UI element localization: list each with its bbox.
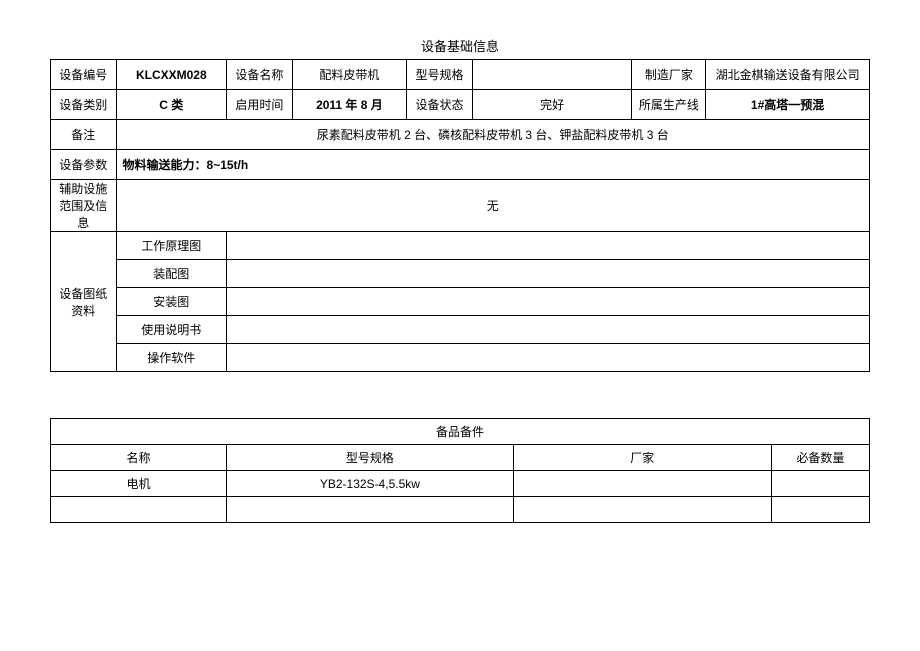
label-model-spec: 型号规格 [407,60,473,90]
label-remark: 备注 [51,120,117,150]
label-equipment-name: 设备名称 [227,60,293,90]
drawing-row-1: 设备图纸资料 工作原理图 [51,232,870,260]
label-equipment-category: 设备类别 [51,90,117,120]
value-manufacturer: 湖北金棋输送设备有限公司 [706,60,870,90]
header-qty: 必备数量 [771,445,869,471]
drawing-manual: 使用说明书 [116,316,227,344]
label-aux: 辅助设施范围及信息 [51,180,117,232]
info-row-params: 设备参数 物料输送能力：8~15t/h [51,150,870,180]
drawing-software: 操作软件 [116,344,227,372]
value-params: 物料输送能力：8~15t/h [116,150,869,180]
value-remark: 尿素配料皮带机 2 台、磷核配料皮带机 3 台、钾盐配料皮带机 3 台 [116,120,869,150]
value-equipment-status: 完好 [472,90,632,120]
equipment-info-table: 设备编号 KLCXXM028 设备名称 配料皮带机 型号规格 制造厂家 湖北金棋… [50,59,870,372]
value-equipment-no: KLCXXM028 [116,60,227,90]
label-equipment-status: 设备状态 [407,90,473,120]
spare-name-2 [51,497,227,523]
spare-maker-2 [513,497,771,523]
spare-row-1: 电机 YB2-132S-4,5.5kw [51,471,870,497]
spare-spec-2 [227,497,514,523]
spare-row-2 [51,497,870,523]
drawing-manual-value [227,316,870,344]
header-spec: 型号规格 [227,445,514,471]
spare-header-row: 名称 型号规格 厂家 必备数量 [51,445,870,471]
drawing-assembly-value [227,260,870,288]
drawing-principle: 工作原理图 [116,232,227,260]
drawing-software-value [227,344,870,372]
info-row-1: 设备编号 KLCXXM028 设备名称 配料皮带机 型号规格 制造厂家 湖北金棋… [51,60,870,90]
value-model-spec [472,60,632,90]
drawing-principle-value [227,232,870,260]
label-params: 设备参数 [51,150,117,180]
drawing-assembly: 装配图 [116,260,227,288]
spare-qty-2 [771,497,869,523]
value-equipment-category: C 类 [116,90,227,120]
value-start-date: 2011 年 8 月 [292,90,407,120]
header-name: 名称 [51,445,227,471]
value-aux: 无 [116,180,869,232]
drawing-install: 安装图 [116,288,227,316]
label-drawings: 设备图纸资料 [51,232,117,372]
label-equipment-no: 设备编号 [51,60,117,90]
drawing-row-5: 操作软件 [51,344,870,372]
header-maker: 厂家 [513,445,771,471]
drawing-row-4: 使用说明书 [51,316,870,344]
drawing-row-3: 安装图 [51,288,870,316]
spare-name-1: 电机 [51,471,227,497]
drawing-install-value [227,288,870,316]
label-production-line: 所属生产线 [632,90,706,120]
value-production-line: 1#高塔一预混 [706,90,870,120]
spare-spec-1: YB2-132S-4,5.5kw [227,471,514,497]
drawing-row-2: 装配图 [51,260,870,288]
spare-maker-1 [513,471,771,497]
spare-parts-table: 备品备件 名称 型号规格 厂家 必备数量 电机 YB2-132S-4,5.5kw [50,418,870,523]
spare-title-row: 备品备件 [51,419,870,445]
label-start-date: 启用时间 [227,90,293,120]
spare-qty-1 [771,471,869,497]
table1-title: 设备基础信息 [50,36,870,55]
info-row-aux: 辅助设施范围及信息 无 [51,180,870,232]
label-manufacturer: 制造厂家 [632,60,706,90]
info-row-remark: 备注 尿素配料皮带机 2 台、磷核配料皮带机 3 台、钾盐配料皮带机 3 台 [51,120,870,150]
table2-title: 备品备件 [51,419,870,445]
info-row-2: 设备类别 C 类 启用时间 2011 年 8 月 设备状态 完好 所属生产线 1… [51,90,870,120]
value-equipment-name: 配料皮带机 [292,60,407,90]
